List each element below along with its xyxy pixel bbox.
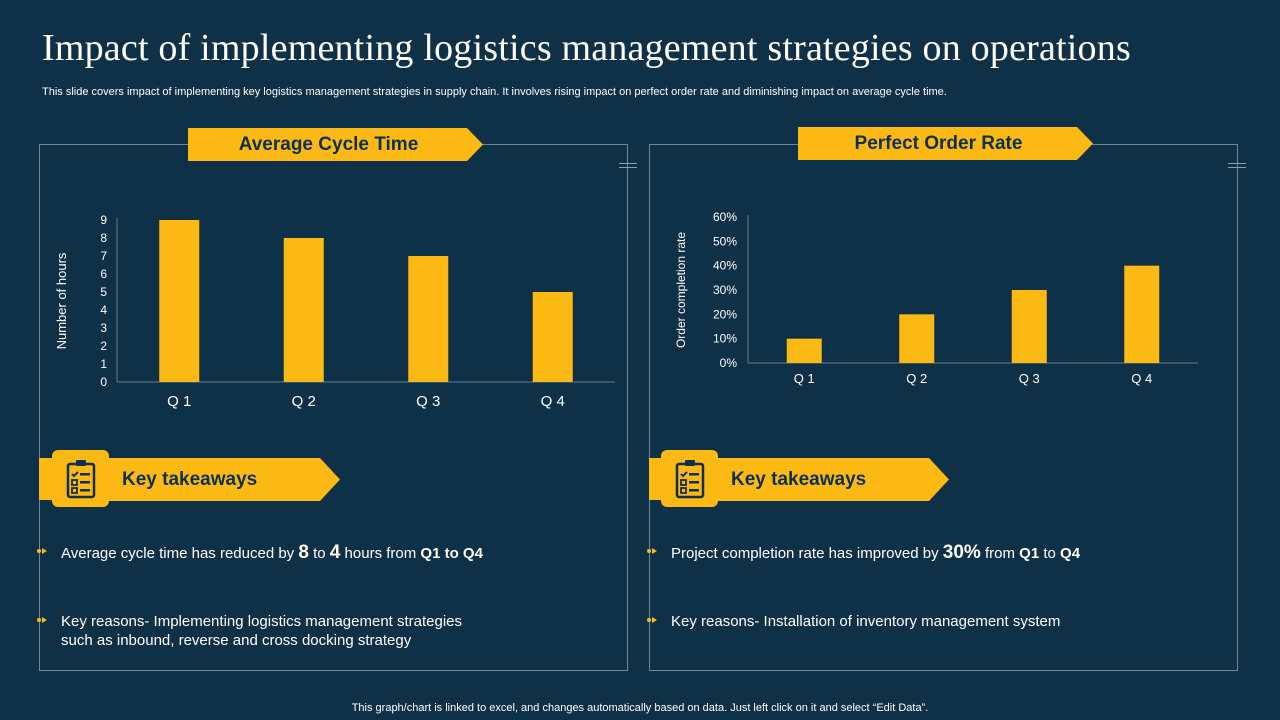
y-tick-label: 1 [100,357,107,371]
bar [532,292,573,382]
panel-divider-mark [1228,163,1246,168]
y-tick-label: 50% [713,234,737,248]
panel-divider-mark [619,163,637,168]
right-takeaway-bullet-2: Key reasons- Installation of inventory m… [671,613,1061,630]
x-tick-label: Q 3 [416,393,440,410]
page-subtitle: This slide covers impact of implementing… [42,86,947,98]
y-tick-label: 2 [100,339,107,353]
y-tick-label: 3 [100,321,107,335]
average-cycle-time-header: Average Cycle Time [188,128,483,161]
bullet-arrow-icon [647,548,657,554]
y-tick-label: 20% [713,307,737,321]
bullet-arrow-icon [37,548,47,554]
takeaways-stub [39,458,53,500]
y-tick-label: 7 [100,249,107,263]
x-tick-label: Q 4 [541,393,565,410]
y-tick-label: 0% [720,356,738,370]
y-axis-label: Order completion rate [674,232,688,348]
y-tick-label: 0 [100,375,107,389]
bar [1011,290,1047,363]
footer-note: This graph/chart is linked to excel, and… [351,702,929,714]
x-tick-label: Q 4 [1131,371,1152,386]
bar [159,220,200,382]
y-tick-label: 5 [100,285,107,299]
bar [899,314,935,363]
key-takeaways-label-right: Key takeaways [717,458,949,501]
left-takeaway-bullet-2: Key reasons- Implementing logistics mana… [61,613,463,649]
clipboard-checklist-icon [661,450,718,507]
y-tick-label: 30% [713,283,737,297]
perfect-order-rate-chart: 0% 10% 20% 30% 40% 50% 60% Q 1 Q 2 Q 3 Q 4 Order co… [674,210,1198,386]
key-takeaways-label-left: Key takeaways [108,458,340,501]
y-tick-label: 10% [713,332,737,346]
x-tick-label: Q 1 [167,393,191,410]
x-tick-label: Q 2 [292,393,316,410]
right-takeaway-bullet-1: Project completion rate has improved by … [671,542,1081,563]
x-tick-label: Q 2 [906,371,927,386]
bullet-arrow-icon [647,617,657,623]
bar [786,338,822,363]
bar [283,238,324,382]
y-tick-label: 6 [100,267,107,281]
bar [1124,265,1160,363]
average-cycle-time-chart: 0 1 2 3 4 5 6 7 8 9 Q 1 Q 2 Q 3 Q 4 Number of hours [54,213,615,410]
page-title: Impact of implementing logistics managem… [42,27,1131,69]
bullet-arrow-icon [37,617,47,623]
perfect-order-rate-header: Perfect Order Rate [798,127,1093,160]
y-tick-label: 8 [100,231,107,245]
takeaways-stub [649,458,663,500]
y-tick-label: 4 [100,303,107,317]
x-tick-label: Q 1 [794,371,815,386]
clipboard-checklist-icon [52,450,109,507]
y-tick-label: 40% [713,259,737,273]
left-takeaway-bullet-1: Average cycle time has reduced by 8 to 4… [61,542,483,563]
x-tick-label: Q 3 [1019,371,1040,386]
bar [408,256,449,382]
y-tick-label: 60% [713,210,737,224]
y-tick-label: 9 [100,213,107,227]
y-axis-label: Number of hours [54,252,69,349]
